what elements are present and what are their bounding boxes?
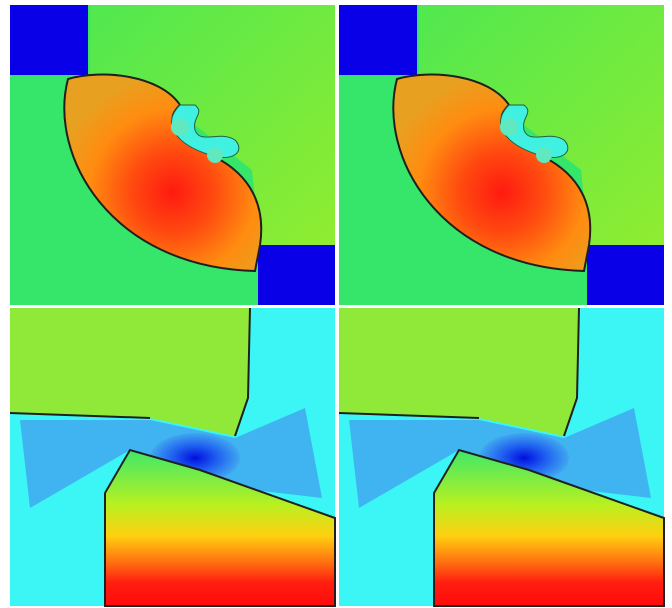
panel-top-left — [9, 4, 336, 306]
panel-top-right — [338, 4, 665, 306]
panel-bottom-right — [338, 307, 665, 607]
panel-bottom-left — [9, 307, 336, 607]
